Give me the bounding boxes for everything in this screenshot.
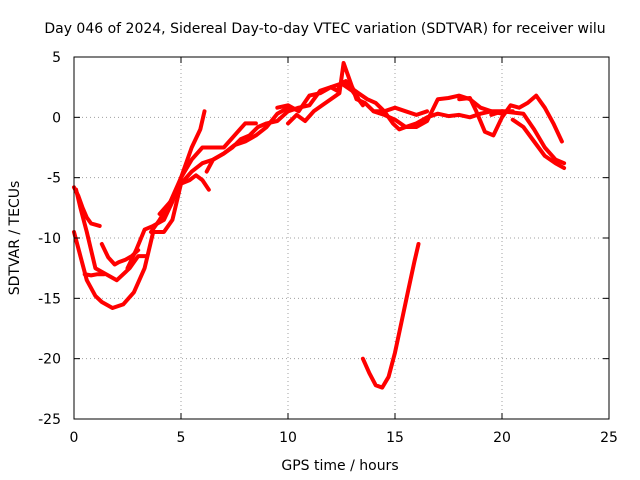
chart-title: Day 046 of 2024, Sidereal Day-to-day VTE… — [44, 21, 605, 37]
x-axis-label: GPS time / hours — [281, 458, 398, 474]
y-tick-label: -25 — [38, 412, 61, 428]
series-arc-10 — [275, 79, 361, 114]
y-tick-label: 0 — [52, 110, 61, 126]
series-layer — [72, 61, 567, 390]
series-arc-13 — [371, 93, 504, 129]
y-axis-label: SDTVAR / TECUs — [7, 181, 23, 296]
series-arc-17 — [360, 242, 421, 390]
series-arc-6 — [125, 109, 207, 271]
series-arc-14 — [457, 93, 564, 144]
series-arc-16 — [510, 117, 567, 170]
series-arc-11 — [286, 61, 430, 126]
x-tick-label: 0 — [70, 430, 79, 446]
series-arc-5 — [82, 272, 106, 278]
y-tick-label: 5 — [52, 50, 61, 66]
x-tick-label: 25 — [600, 430, 618, 446]
series-arc-12 — [339, 79, 515, 132]
x-tick-label: 20 — [493, 430, 511, 446]
series-arc-9 — [204, 81, 365, 174]
x-tick-label: 5 — [177, 430, 186, 446]
y-tick-label: -10 — [38, 231, 61, 247]
series-arc-15 — [489, 109, 567, 166]
y-tick-label: -15 — [38, 291, 61, 307]
y-tick-label: -20 — [38, 352, 61, 368]
tick-labels: 0 5 10 15 20 25 -25 -20 -15 -10 -5 0 5 — [38, 50, 618, 446]
axis-ticks — [73, 56, 610, 420]
series-arc-1 — [72, 173, 211, 310]
series-arc-3 — [74, 187, 149, 283]
y-tick-label: -5 — [47, 171, 61, 187]
x-tick-label: 15 — [386, 430, 404, 446]
x-tick-label: 10 — [279, 430, 297, 446]
